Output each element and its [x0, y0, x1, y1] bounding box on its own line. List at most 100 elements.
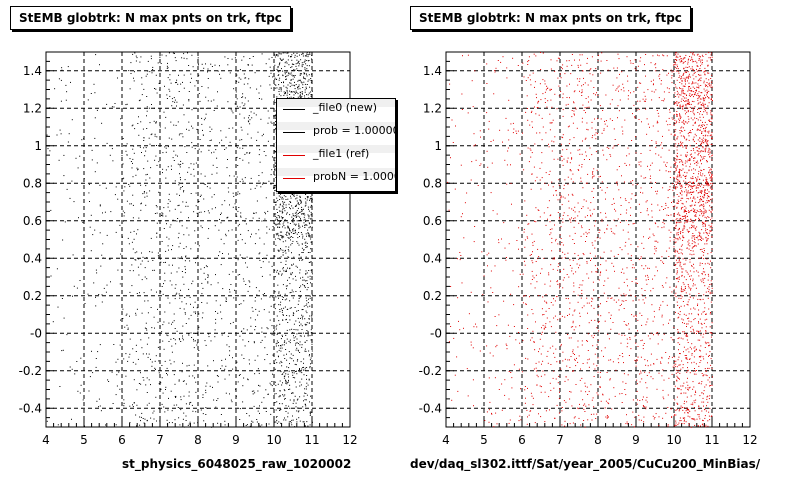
scatter-point [282, 297, 284, 298]
scatter-point [666, 55, 668, 57]
scatter-point [668, 171, 670, 173]
legend-label-file1: _file1 (ref) [313, 147, 370, 160]
scatter-point [666, 277, 668, 279]
scatter-point [665, 202, 667, 204]
scatter-point [111, 371, 113, 373]
scatter-point [671, 356, 673, 358]
scatter-point [512, 132, 514, 134]
scatter-point [274, 170, 276, 172]
scatter-point [562, 149, 564, 151]
scatter-point [151, 251, 153, 253]
scatter-point [660, 362, 662, 364]
scatter-point [562, 196, 564, 198]
scatter-point [513, 128, 515, 130]
scatter-point [547, 218, 548, 220]
scatter-point [310, 214, 312, 216]
scatter-point [288, 315, 290, 317]
scatter-point [539, 179, 541, 181]
scatter-point [603, 154, 605, 156]
scatter-point [295, 371, 297, 372]
x-tick-label: 11 [704, 433, 719, 447]
scatter-point [571, 54, 573, 55]
scatter-point [311, 198, 313, 200]
scatter-point [227, 58, 229, 59]
scatter-point [285, 405, 287, 407]
scatter-point [252, 310, 254, 312]
scatter-point [526, 214, 528, 216]
scatter-point [182, 276, 184, 278]
scatter-point [540, 353, 542, 355]
scatter-point [287, 256, 289, 258]
scatter-point [288, 351, 290, 353]
scatter-point [524, 260, 525, 262]
scatter-point [298, 244, 300, 246]
scatter-point [529, 74, 531, 76]
scatter-point [155, 155, 157, 157]
scatter-point [203, 134, 204, 136]
scatter-point [562, 97, 564, 99]
scatter-point [180, 83, 182, 85]
scatter-point [224, 424, 226, 426]
scatter-point [306, 330, 308, 331]
scatter-point [286, 298, 288, 300]
scatter-point [310, 196, 312, 198]
scatter-point [58, 159, 60, 161]
scatter-point [157, 308, 158, 310]
scatter-point [228, 273, 230, 275]
scatter-point [634, 295, 636, 297]
scatter-point [626, 421, 628, 423]
scatter-point [241, 354, 243, 356]
scatter-point [652, 378, 654, 380]
scatter-point [158, 82, 160, 84]
scatter-point [507, 150, 509, 152]
scatter-point [572, 352, 574, 354]
scatter-point [493, 426, 495, 428]
scatter-point [263, 397, 265, 399]
scatter-point [605, 120, 607, 122]
scatter-point [291, 328, 293, 330]
scatter-point [254, 72, 256, 74]
scatter-point [264, 211, 266, 213]
scatter-point [559, 250, 561, 252]
scatter-point [572, 122, 574, 124]
scatter-point [645, 100, 646, 102]
scatter-point [208, 228, 210, 230]
scatter-point [162, 168, 164, 170]
scatter-point [83, 138, 85, 140]
scatter-point [590, 384, 592, 386]
scatter-point [304, 68, 306, 70]
scatter-point [279, 362, 281, 364]
scatter-point [603, 285, 605, 286]
scatter-point [458, 320, 459, 322]
scatter-point [179, 173, 180, 175]
scatter-point [533, 240, 535, 242]
scatter-point [295, 364, 297, 366]
scatter-point [285, 252, 287, 254]
scatter-point [669, 236, 671, 238]
scatter-point [129, 338, 131, 340]
scatter-point [215, 149, 217, 151]
scatter-point [153, 269, 155, 271]
scatter-point [296, 92, 298, 93]
scatter-point [305, 405, 307, 407]
x-tick-label: 4 [442, 433, 450, 447]
scatter-point [194, 301, 196, 303]
scatter-point [288, 389, 290, 390]
scatter-point [592, 74, 594, 76]
scatter-point [578, 80, 580, 82]
scatter-point [571, 157, 573, 159]
scatter-point [248, 341, 250, 343]
scatter-point [308, 210, 310, 212]
scatter-point [84, 303, 86, 304]
scatter-point [673, 215, 675, 217]
scatter-point [201, 293, 203, 295]
scatter-point [500, 61, 502, 63]
scatter-point [238, 304, 240, 305]
scatter-point [600, 60, 602, 62]
scatter-point [275, 186, 277, 188]
scatter-point [201, 317, 203, 319]
scatter-point [568, 194, 569, 196]
scatter-point [274, 129, 276, 131]
scatter-point [308, 350, 310, 352]
scatter-point [546, 355, 548, 357]
